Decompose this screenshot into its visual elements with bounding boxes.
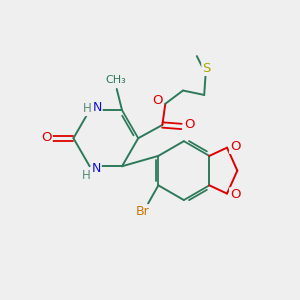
Text: H: H	[83, 102, 92, 115]
Text: O: O	[152, 94, 162, 107]
Text: O: O	[230, 140, 241, 153]
Text: S: S	[202, 62, 211, 75]
Text: H: H	[82, 169, 91, 182]
Text: O: O	[184, 118, 195, 130]
Text: O: O	[41, 130, 52, 143]
Text: Br: Br	[136, 205, 150, 218]
Text: N: N	[92, 162, 101, 175]
Text: O: O	[230, 188, 241, 201]
Text: N: N	[92, 101, 102, 114]
Text: CH₃: CH₃	[105, 75, 126, 85]
